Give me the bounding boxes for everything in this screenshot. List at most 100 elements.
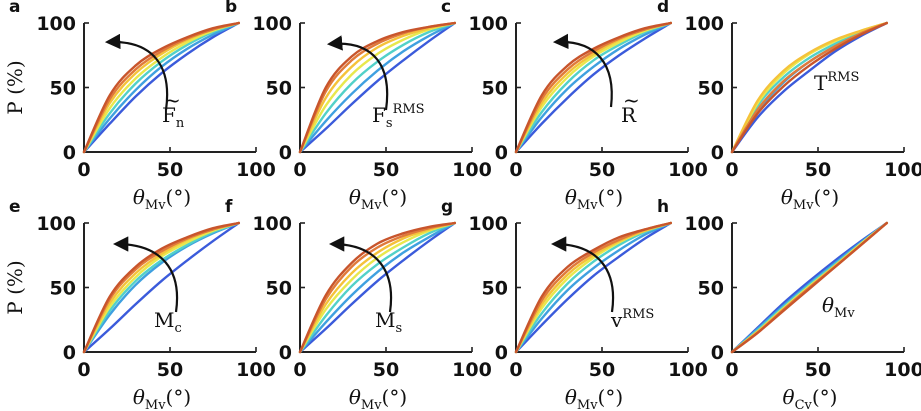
series-line bbox=[514, 221, 672, 354]
x-axis-label-unit: (°) bbox=[598, 185, 624, 209]
x-axis-label-unit: (°) bbox=[812, 385, 838, 409]
x-tick-label: 100 bbox=[884, 359, 921, 381]
annotation-subscript: c bbox=[174, 321, 181, 336]
y-tick-label: 100 bbox=[468, 13, 508, 35]
series-line bbox=[298, 221, 456, 354]
x-axis-label: θCv(°) bbox=[783, 385, 838, 411]
series-line bbox=[514, 21, 672, 154]
annotation-subscript: n bbox=[176, 116, 185, 131]
x-axis-label-subscript: Mv bbox=[361, 198, 382, 213]
x-axis-label-unit: (°) bbox=[382, 185, 408, 209]
y-tick-label: 50 bbox=[482, 78, 508, 100]
series-line bbox=[298, 21, 456, 154]
x-tick-label: 0 bbox=[293, 159, 306, 181]
series-line bbox=[514, 221, 672, 354]
x-axis-label-symbol: θ bbox=[133, 385, 145, 409]
series-annotation: Mc bbox=[154, 308, 182, 336]
series-line bbox=[514, 21, 672, 154]
series-line bbox=[82, 21, 240, 154]
series-line bbox=[730, 21, 888, 154]
annotation-symbol: F bbox=[162, 103, 176, 127]
series-line bbox=[514, 221, 672, 354]
annotation-superscript: RMS bbox=[827, 70, 859, 85]
panel-letter: g bbox=[441, 197, 453, 217]
x-tick-label: 100 bbox=[668, 159, 708, 181]
trend-arrow bbox=[552, 33, 613, 108]
x-axis-label-subscript: Mv bbox=[577, 198, 598, 213]
x-tick-label: 50 bbox=[589, 359, 615, 381]
x-axis-label: θMv(°) bbox=[133, 185, 191, 213]
x-tick-label: 0 bbox=[509, 359, 522, 381]
series-line bbox=[82, 221, 240, 354]
series-line bbox=[298, 221, 456, 354]
x-axis-label-unit: (°) bbox=[598, 385, 624, 409]
y-axis-label: P (%) bbox=[3, 60, 27, 114]
series-line bbox=[82, 21, 240, 154]
y-tick-label: 0 bbox=[495, 142, 508, 164]
trend-arrow bbox=[328, 236, 393, 313]
series-line bbox=[82, 21, 240, 154]
y-tick-label: 50 bbox=[482, 278, 508, 300]
y-tick-label: 0 bbox=[711, 142, 724, 164]
trend-arrow bbox=[104, 33, 169, 111]
annotation-symbol: θ bbox=[822, 293, 834, 317]
x-axis-label-subscript: Cv bbox=[795, 398, 813, 411]
x-tick-label: 0 bbox=[77, 359, 90, 381]
y-tick-label: 0 bbox=[63, 342, 76, 364]
y-tick-label: 0 bbox=[495, 342, 508, 364]
x-axis-label-symbol: θ bbox=[565, 185, 577, 209]
series-line bbox=[514, 21, 672, 154]
series-line bbox=[730, 21, 888, 154]
y-tick-label: 100 bbox=[684, 13, 724, 35]
trend-arrow bbox=[112, 236, 179, 313]
series-line bbox=[730, 21, 888, 154]
x-axis-label-subscript: Mv bbox=[361, 398, 382, 411]
annotation-subscript: s bbox=[386, 116, 393, 131]
x-axis-label-subscript: Mv bbox=[793, 198, 814, 213]
series-line bbox=[730, 221, 888, 354]
panel-letter: h bbox=[657, 197, 669, 217]
annotation-symbol: F bbox=[372, 103, 386, 127]
y-tick-label: 100 bbox=[252, 213, 292, 235]
x-axis-label-unit: (°) bbox=[382, 385, 408, 409]
series-line bbox=[298, 21, 456, 154]
series-annotation: R bbox=[621, 103, 637, 127]
x-axis-label-symbol: θ bbox=[565, 385, 577, 409]
annotation-subscript: Mv bbox=[834, 306, 855, 321]
y-tick-label: 50 bbox=[266, 278, 292, 300]
series-line bbox=[82, 21, 240, 154]
x-tick-label: 50 bbox=[157, 159, 183, 181]
y-tick-label: 50 bbox=[50, 78, 76, 100]
x-tick-label: 50 bbox=[805, 159, 831, 181]
annotation-superscript: RMS bbox=[622, 307, 654, 322]
series-line bbox=[82, 21, 240, 154]
x-tick-label: 0 bbox=[725, 359, 738, 381]
y-tick-label: 0 bbox=[711, 342, 724, 364]
x-axis-label-symbol: θ bbox=[781, 185, 793, 209]
series-line bbox=[298, 21, 456, 154]
series-line bbox=[82, 221, 240, 354]
x-axis-label-symbol: θ bbox=[133, 185, 145, 209]
series-line bbox=[514, 221, 672, 354]
series-annotation: Fn bbox=[162, 103, 185, 131]
annotation-symbol: M bbox=[375, 308, 395, 332]
series-line bbox=[730, 21, 888, 154]
trend-arrow bbox=[326, 35, 389, 111]
series-annotation: TRMS bbox=[814, 70, 859, 95]
x-tick-label: 100 bbox=[452, 159, 492, 181]
annotation-symbol: R bbox=[621, 103, 637, 127]
y-tick-label: 0 bbox=[279, 142, 292, 164]
series-line bbox=[514, 21, 672, 154]
series-line bbox=[298, 21, 456, 154]
y-tick-label: 100 bbox=[36, 213, 76, 235]
annotation-symbol: T bbox=[814, 71, 828, 95]
x-axis-label-symbol: θ bbox=[349, 185, 361, 209]
x-axis-label-subscript: Mv bbox=[145, 398, 166, 411]
series-line bbox=[298, 221, 456, 354]
